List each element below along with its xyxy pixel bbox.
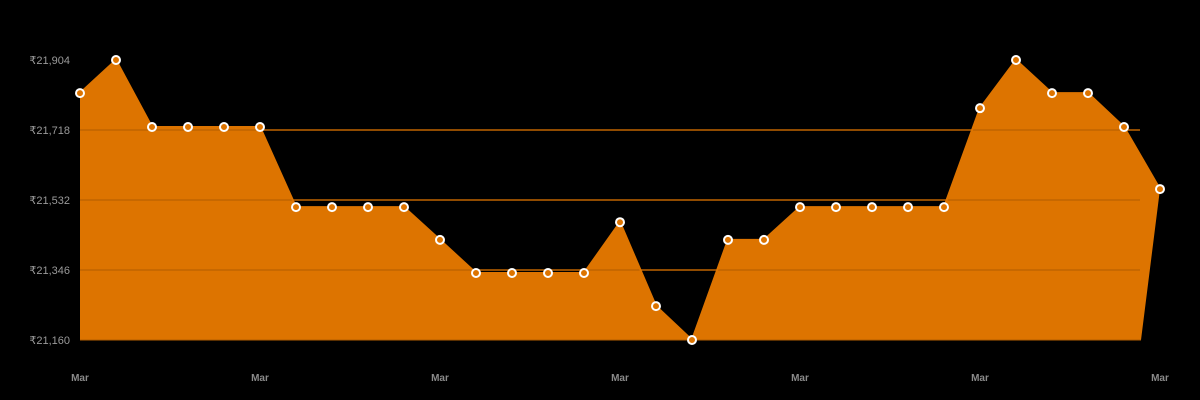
data-point-marker[interactable] [399,202,409,213]
y-tick-label: ₹21,532 [29,195,70,207]
y-tick-label: ₹21,718 [29,125,70,137]
data-point-marker[interactable] [363,202,373,213]
data-markers[interactable] [75,55,1165,345]
data-point-marker[interactable] [867,202,877,213]
data-point-marker[interactable] [1083,88,1093,99]
y-tick-label: ₹21,346 [29,265,70,277]
data-point-marker[interactable] [579,268,589,279]
data-point-marker[interactable] [219,121,229,132]
data-point-marker[interactable] [471,268,481,279]
x-axis: Mar Mar Mar Mar Mar Mar Mar [71,373,1169,384]
data-point-marker[interactable] [1155,184,1165,195]
data-point-marker[interactable] [1011,55,1021,65]
data-point-marker[interactable] [831,202,841,213]
x-tick-label: Mar [611,373,629,384]
data-point-marker[interactable] [75,88,85,99]
data-point-marker[interactable] [543,268,553,279]
x-tick-label: Mar [251,373,269,384]
data-point-marker[interactable] [183,121,193,132]
data-point-marker[interactable] [1119,121,1129,132]
data-point-marker[interactable] [903,202,913,213]
y-axis: ₹21,904 ₹21,718 ₹21,532 ₹21,346 ₹21,160 [29,55,70,347]
data-point-marker[interactable] [111,55,121,65]
y-tick-label: ₹21,904 [29,55,70,67]
data-point-marker[interactable] [975,103,985,114]
data-point-marker[interactable] [327,202,337,213]
data-point-marker[interactable] [759,234,769,245]
data-point-marker[interactable] [651,301,661,312]
data-point-marker[interactable] [939,202,949,213]
data-point-marker[interactable] [291,202,301,213]
x-tick-label: Mar [431,373,449,384]
x-tick-label: Mar [71,373,89,384]
data-point-marker[interactable] [1047,88,1057,99]
x-tick-label: Mar [791,373,809,384]
data-point-marker[interactable] [147,121,157,132]
x-tick-label: Mar [971,373,989,384]
data-point-marker[interactable] [255,121,265,132]
data-point-marker[interactable] [687,335,697,345]
data-point-marker[interactable] [723,234,733,245]
data-point-marker[interactable] [795,202,805,213]
y-tick-label: ₹21,160 [29,335,70,347]
x-tick-label: Mar [1151,373,1169,384]
data-point-marker[interactable] [507,268,517,279]
data-point-marker[interactable] [615,217,625,228]
data-point-marker[interactable] [435,234,445,245]
